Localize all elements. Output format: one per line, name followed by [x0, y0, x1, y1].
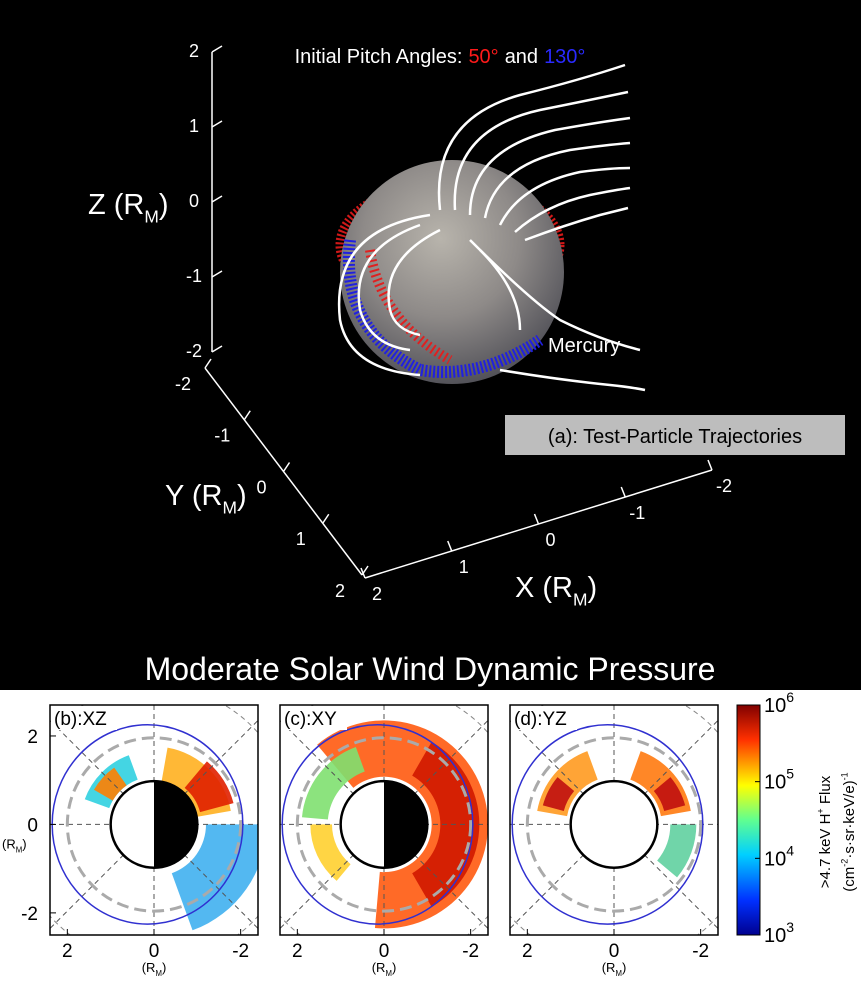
x-tick-label: 0: [609, 941, 620, 962]
planet-label: Mercury: [548, 335, 620, 357]
label-part: (R: [372, 960, 386, 975]
label-part: Flux: [817, 775, 834, 808]
label-part: (cm: [841, 867, 858, 892]
tick-base: 10: [764, 772, 786, 794]
title-joiner: and: [505, 46, 538, 68]
label-part: >4.7 keV H: [817, 814, 834, 889]
label-part: ): [159, 189, 169, 221]
label: (RM): [372, 960, 397, 977]
tick-base: 10: [764, 695, 786, 717]
panel-title: (d):YZ: [514, 709, 567, 730]
x-tick-label: 0: [149, 941, 160, 962]
y-tick-label: 2: [335, 581, 345, 601]
label-part: Z (R: [88, 189, 144, 221]
legend-entry: 50°: [468, 46, 498, 68]
tick-base: 10: [764, 925, 786, 947]
label: (RM): [142, 960, 167, 977]
label-part: ·s·sr·keV/e): [841, 780, 858, 858]
label-part: (R: [142, 960, 156, 975]
y-tick-label: -2: [175, 374, 191, 394]
y-tick-label: 0: [256, 477, 266, 497]
label-part: ): [588, 572, 598, 604]
label-part: M: [573, 590, 588, 610]
label: (RM): [602, 960, 627, 977]
x-tick-label: -2: [692, 941, 709, 962]
label-part: ): [392, 960, 396, 975]
x-tick-label: -2: [462, 941, 479, 962]
panel-title: (c):XY: [284, 709, 337, 730]
z-tick-label: 2: [189, 41, 199, 61]
z-tick-label: 1: [189, 116, 199, 136]
tick-base: 10: [764, 848, 786, 870]
panel-title: (b):XZ: [54, 709, 107, 730]
y-tick-label: 1: [296, 529, 306, 549]
y-tick-label: -1: [214, 426, 230, 446]
planet: [340, 160, 564, 384]
label-part: -1: [839, 772, 849, 780]
figure-title: Moderate Solar Wind Dynamic Pressure: [145, 651, 716, 687]
tick-exponent: 5: [786, 766, 794, 782]
panel-label: (a): Test-Particle Trajectories: [548, 426, 802, 448]
x-tick-label: -2: [232, 941, 249, 962]
x-tick-label: 2: [372, 584, 382, 604]
y-tick-label: -2: [21, 904, 38, 925]
label-part: M: [144, 207, 159, 227]
tick-exponent: 3: [786, 919, 794, 935]
x-tick-label: 0: [545, 530, 555, 550]
label-part: ): [237, 480, 247, 512]
label: >4.7 keV H+ Flux: [815, 775, 834, 888]
title-text: Initial Pitch Angles:: [295, 46, 463, 68]
label-part: M: [222, 498, 237, 518]
label-part: X (R: [515, 572, 573, 604]
planet: [571, 781, 658, 868]
tick-exponent: 6: [786, 689, 794, 705]
z-tick-label: -1: [186, 266, 202, 286]
label-part: ): [162, 960, 166, 975]
label-part: Y (R: [165, 480, 222, 512]
label-part: (R: [2, 836, 16, 851]
y-tick-label: 2: [27, 727, 38, 748]
x-tick-label: 0: [379, 941, 390, 962]
figure: -2-1012-2-1012-2-1012Z (RM)Y (RM)X (RM)I…: [0, 0, 861, 977]
y-tick-label: 0: [27, 815, 38, 836]
tick-exponent: 4: [786, 842, 794, 858]
label: (cm-2·s·sr·keV/e)-1: [839, 772, 858, 891]
label-part: ): [622, 960, 626, 975]
x-tick-label: -2: [716, 476, 732, 496]
label-part: (R: [602, 960, 616, 975]
label-part: -2: [839, 859, 849, 867]
x-tick-label: 1: [459, 557, 469, 577]
x-tick-label: 2: [292, 941, 303, 962]
x-tick-label: -1: [629, 503, 645, 523]
z-tick-label: 0: [189, 191, 199, 211]
label-part: ): [22, 836, 26, 851]
colorbar: [737, 705, 760, 935]
legend-entry: 130°: [544, 46, 585, 68]
x-tick-label: 2: [522, 941, 533, 962]
x-tick-label: 2: [62, 941, 73, 962]
z-tick-label: -2: [186, 341, 202, 361]
